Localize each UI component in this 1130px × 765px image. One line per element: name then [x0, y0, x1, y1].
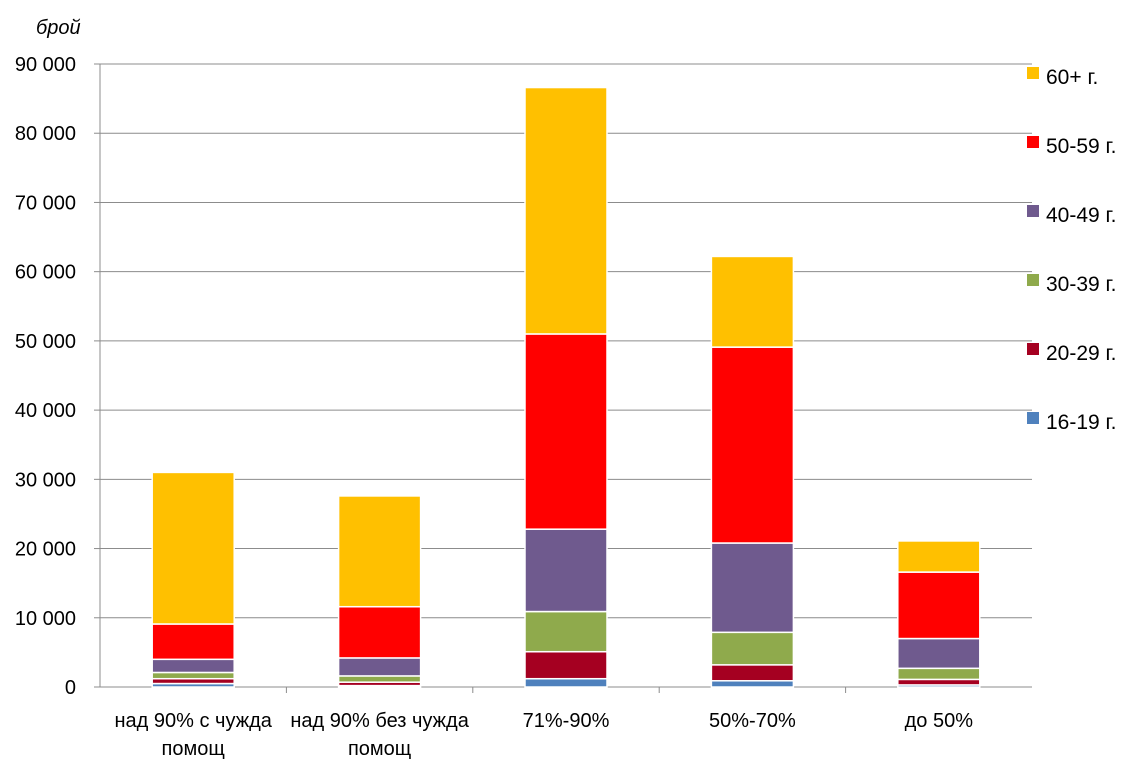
x-category-label: помощ: [162, 738, 225, 760]
legend-swatch: [1027, 412, 1039, 424]
legend-label: 40-49 г.: [1046, 204, 1116, 227]
y-tick-label: 90 000: [15, 54, 76, 76]
bar-segment: [897, 667, 981, 681]
x-category-label: до 50%: [905, 710, 974, 732]
bar-segment: [337, 605, 422, 659]
bar-segment: [151, 471, 235, 625]
x-category-label: 71%-90%: [523, 710, 610, 732]
bar-segment: [337, 495, 422, 608]
bar-segment: [524, 610, 608, 653]
bar-segment: [524, 528, 608, 613]
legend-label: 20-29 г.: [1046, 342, 1116, 365]
legend-label: 30-39 г.: [1046, 273, 1116, 296]
y-tick-label: 70 000: [15, 192, 76, 214]
y-tick-label: 10 000: [15, 608, 76, 630]
bar-segment: [524, 677, 608, 688]
y-tick-label: 0: [65, 677, 76, 699]
bar-segment: [710, 542, 795, 634]
bar-segment: [524, 650, 608, 680]
y-tick-label: 30 000: [15, 469, 76, 491]
legend-swatch: [1027, 205, 1039, 217]
legend-swatch: [1027, 136, 1039, 148]
bar-segment: [337, 657, 422, 677]
legend-label: 60+ г.: [1046, 66, 1098, 89]
x-category-label: помощ: [348, 738, 411, 760]
bar-segment: [151, 658, 235, 674]
y-tick-label: 50 000: [15, 331, 76, 353]
bar-segment: [710, 680, 795, 688]
bar-segment: [710, 631, 795, 666]
y-tick-label: 20 000: [15, 539, 76, 561]
bar-segment: [710, 346, 795, 544]
x-category-label: 50%-70%: [709, 710, 796, 732]
bar-segment: [897, 637, 981, 670]
legend-label: 50-59 г.: [1046, 135, 1116, 158]
bar-segment: [710, 664, 795, 682]
y-tick-label: 80 000: [15, 123, 76, 145]
legend-swatch: [1027, 343, 1039, 355]
y-unit-label: брой: [36, 17, 81, 39]
bar-segment: [151, 671, 235, 680]
bar-segment: [151, 623, 235, 661]
bar-segment: [337, 675, 422, 683]
bar-segment: [524, 86, 608, 335]
bar-segment: [897, 571, 981, 640]
legend-swatch: [1027, 274, 1039, 286]
x-category-label: над 90% с чужда: [115, 710, 273, 732]
x-category-label: над 90% без чужда: [290, 710, 469, 732]
legend-swatch: [1027, 67, 1039, 79]
y-tick-label: 40 000: [15, 400, 76, 422]
y-tick-label: 60 000: [15, 262, 76, 284]
legend-label: 16-19 г.: [1046, 411, 1116, 434]
bar-segment: [897, 678, 981, 686]
bar-segment: [710, 255, 795, 348]
bar-segment: [524, 333, 608, 530]
bar-segment: [897, 540, 981, 573]
